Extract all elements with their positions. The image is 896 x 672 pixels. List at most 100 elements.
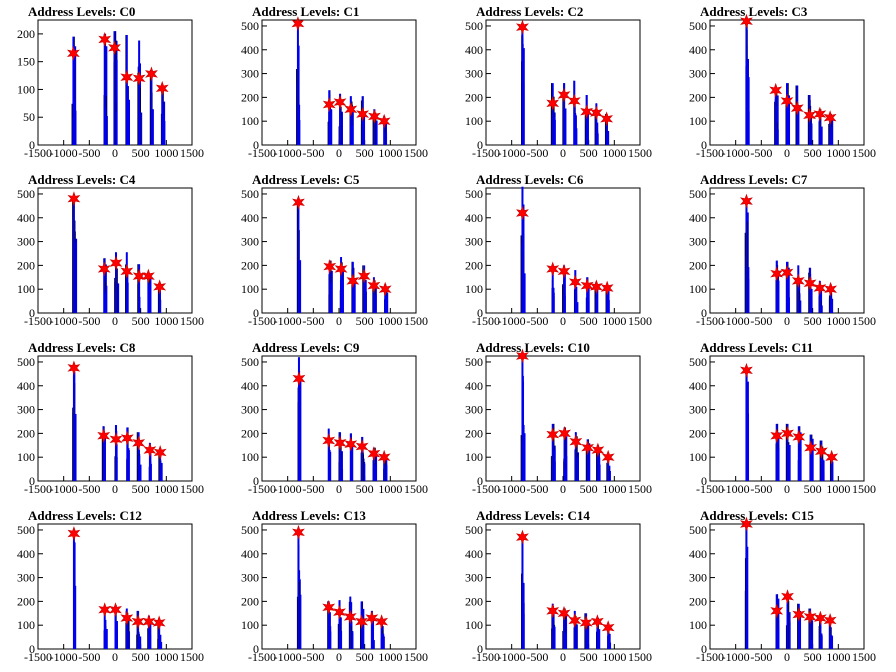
peak-marker-star bbox=[323, 259, 337, 274]
y-tick-label: 200 bbox=[241, 594, 259, 608]
chart-title: Address Levels: C7 bbox=[700, 172, 808, 187]
peak-marker-star bbox=[355, 439, 369, 454]
y-tick-label: 400 bbox=[465, 379, 483, 393]
x-tick-label: -1000 bbox=[498, 314, 526, 328]
peak-marker-star bbox=[600, 111, 614, 127]
x-tick-label: -1500 bbox=[248, 482, 276, 496]
peak-marker-star bbox=[120, 430, 134, 446]
x-tick-label: 1500 bbox=[852, 146, 876, 160]
peak-marker-star bbox=[334, 261, 348, 277]
y-tick-label: 400 bbox=[689, 43, 707, 57]
peak-marker-star bbox=[558, 425, 571, 441]
y-tick-label: 200 bbox=[465, 426, 483, 440]
y-tick-label: 0 bbox=[477, 138, 483, 152]
x-tick-label: -1500 bbox=[472, 482, 500, 496]
peak-marker-star bbox=[740, 13, 753, 29]
y-tick-label: 100 bbox=[241, 114, 259, 128]
peak-marker-star bbox=[66, 45, 80, 61]
peak-marker-star bbox=[132, 268, 146, 284]
y-tick-label: 500 bbox=[465, 355, 483, 369]
peak-marker-star bbox=[814, 443, 828, 459]
peak-marker-star bbox=[357, 268, 371, 284]
peak-marker-star bbox=[516, 529, 529, 545]
x-tick-label: -1000 bbox=[274, 482, 302, 496]
x-tick-label: -1000 bbox=[498, 146, 526, 160]
y-tick-label: 200 bbox=[17, 426, 35, 440]
peak-marker-star bbox=[109, 602, 122, 618]
peak-marker-star bbox=[601, 620, 615, 635]
x-tick-label: -1000 bbox=[50, 650, 78, 664]
x-tick-label: 500 bbox=[580, 650, 598, 664]
peak-marker-star bbox=[769, 82, 783, 98]
peak-marker-star bbox=[141, 268, 155, 284]
histogram-panel: Address Levels: C60100200300400500-1500-… bbox=[465, 172, 652, 328]
x-tick-label: -1500 bbox=[696, 314, 724, 328]
y-tick-label: 400 bbox=[689, 547, 707, 561]
y-tick-label: 0 bbox=[253, 642, 259, 656]
y-tick-label: 400 bbox=[465, 211, 483, 225]
x-tick-label: -1500 bbox=[696, 482, 724, 496]
y-tick-label: 400 bbox=[17, 379, 35, 393]
peak-marker-star bbox=[143, 442, 157, 458]
x-tick-label: 0 bbox=[112, 650, 118, 664]
x-tick-label: 1000 bbox=[826, 650, 850, 664]
peak-marker-star bbox=[740, 516, 753, 532]
x-tick-label: 1500 bbox=[628, 650, 652, 664]
histogram-panel: Address Levels: C10100200300400500-1500-… bbox=[241, 4, 428, 160]
x-tick-label: 0 bbox=[336, 650, 342, 664]
y-tick-label: 50 bbox=[23, 110, 35, 124]
x-tick-label: 1000 bbox=[378, 314, 402, 328]
y-tick-label: 300 bbox=[465, 571, 483, 585]
x-tick-label: -1500 bbox=[472, 650, 500, 664]
x-tick-label: 1000 bbox=[378, 482, 402, 496]
y-tick-label: 100 bbox=[689, 114, 707, 128]
y-tick-label: 400 bbox=[689, 379, 707, 393]
chart-title: Address Levels: C1 bbox=[252, 4, 359, 19]
peak-marker-star bbox=[589, 279, 603, 295]
peak-marker-star bbox=[590, 614, 604, 630]
peak-marker-star bbox=[557, 87, 571, 103]
peak-marker-star bbox=[568, 274, 582, 290]
x-tick-label: 1000 bbox=[154, 314, 178, 328]
chart-title: Address Levels: C8 bbox=[28, 340, 136, 355]
chart-title: Address Levels: C13 bbox=[252, 508, 366, 523]
peak-marker-star bbox=[601, 449, 615, 465]
y-tick-label: 0 bbox=[253, 306, 259, 320]
peak-marker-star bbox=[67, 360, 81, 376]
x-tick-label: 1500 bbox=[404, 650, 428, 664]
peak-marker-star bbox=[153, 279, 167, 295]
y-tick-label: 400 bbox=[17, 547, 35, 561]
peak-marker-star bbox=[378, 281, 392, 297]
y-tick-label: 0 bbox=[477, 642, 483, 656]
y-tick-label: 100 bbox=[241, 450, 259, 464]
histogram-panel: Address Levels: C12 0 100 200 300 400 500 -1500… bbox=[17, 508, 204, 664]
x-tick-label: 1500 bbox=[180, 482, 204, 496]
peak-marker-star bbox=[322, 97, 336, 112]
x-tick-label: 1500 bbox=[628, 146, 652, 160]
y-tick-label: 400 bbox=[241, 211, 259, 225]
peak-marker-star bbox=[813, 610, 827, 626]
peak-marker-star bbox=[346, 273, 360, 289]
peak-marker-star bbox=[131, 614, 145, 630]
y-tick-label: 300 bbox=[689, 571, 707, 585]
y-tick-label: 300 bbox=[241, 235, 259, 249]
peak-marker-star bbox=[581, 440, 595, 456]
x-tick-label: -1000 bbox=[498, 650, 526, 664]
x-tick-label: 500 bbox=[356, 314, 374, 328]
x-tick-label: 1500 bbox=[628, 314, 652, 328]
peak-marker-star bbox=[367, 446, 381, 462]
y-tick-label: 100 bbox=[465, 282, 483, 296]
x-tick-label: 500 bbox=[132, 650, 150, 664]
peak-marker-star bbox=[145, 66, 158, 82]
plot-frame bbox=[261, 19, 417, 146]
x-tick-label: -500 bbox=[78, 314, 100, 328]
peak-marker-star bbox=[813, 106, 827, 122]
x-tick-label: -500 bbox=[78, 482, 100, 496]
y-tick-label: 100 bbox=[17, 618, 35, 632]
x-tick-label: 0 bbox=[784, 314, 790, 328]
chart-title: Address Levels: C11 bbox=[700, 340, 813, 355]
peak-marker-star bbox=[132, 70, 146, 86]
peak-marker-star bbox=[803, 275, 817, 291]
peak-marker-star bbox=[546, 95, 560, 111]
